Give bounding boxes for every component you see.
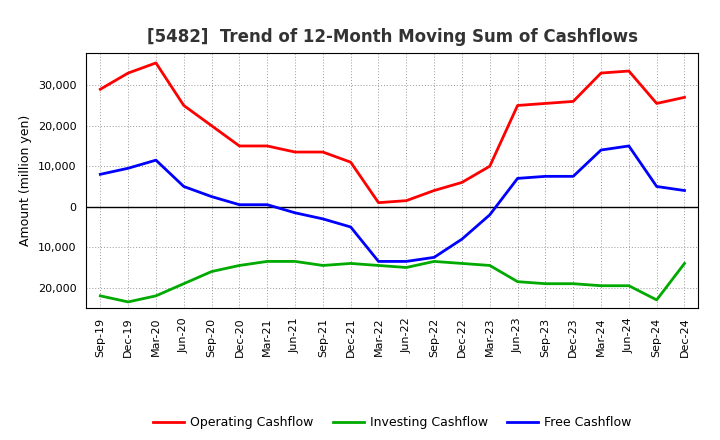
Free Cashflow [291, 210, 300, 216]
Free Cashflow [569, 174, 577, 179]
Investing Cashflow [152, 293, 161, 298]
Investing Cashflow [179, 281, 188, 286]
Free Cashflow [513, 176, 522, 181]
Operating Cashflow [680, 95, 689, 100]
Operating Cashflow [513, 103, 522, 108]
Operating Cashflow [485, 164, 494, 169]
Free Cashflow [541, 174, 550, 179]
Operating Cashflow [318, 150, 327, 155]
Free Cashflow [402, 259, 410, 264]
Line: Operating Cashflow: Operating Cashflow [100, 63, 685, 203]
Operating Cashflow [374, 200, 383, 205]
Free Cashflow [374, 259, 383, 264]
Free Cashflow [652, 184, 661, 189]
Operating Cashflow [235, 143, 243, 149]
Operating Cashflow [124, 70, 132, 76]
Operating Cashflow [541, 101, 550, 106]
Free Cashflow [597, 147, 606, 153]
Legend: Operating Cashflow, Investing Cashflow, Free Cashflow: Operating Cashflow, Investing Cashflow, … [148, 411, 636, 434]
Investing Cashflow [207, 269, 216, 274]
Title: [5482]  Trend of 12-Month Moving Sum of Cashflows: [5482] Trend of 12-Month Moving Sum of C… [147, 28, 638, 46]
Free Cashflow [346, 224, 355, 230]
Line: Free Cashflow: Free Cashflow [100, 146, 685, 261]
Investing Cashflow [680, 261, 689, 266]
Investing Cashflow [458, 261, 467, 266]
Investing Cashflow [96, 293, 104, 298]
Investing Cashflow [318, 263, 327, 268]
Operating Cashflow [624, 68, 633, 73]
Free Cashflow [152, 158, 161, 163]
Free Cashflow [263, 202, 271, 207]
Operating Cashflow [207, 123, 216, 128]
Operating Cashflow [263, 143, 271, 149]
Investing Cashflow [346, 261, 355, 266]
Operating Cashflow [96, 87, 104, 92]
Operating Cashflow [430, 188, 438, 193]
Operating Cashflow [402, 198, 410, 203]
Investing Cashflow [624, 283, 633, 288]
Free Cashflow [235, 202, 243, 207]
Operating Cashflow [346, 160, 355, 165]
Investing Cashflow [652, 297, 661, 303]
Operating Cashflow [652, 101, 661, 106]
Investing Cashflow [430, 259, 438, 264]
Investing Cashflow [485, 263, 494, 268]
Operating Cashflow [458, 180, 467, 185]
Free Cashflow [485, 212, 494, 217]
Free Cashflow [207, 194, 216, 199]
Investing Cashflow [235, 263, 243, 268]
Operating Cashflow [291, 150, 300, 155]
Operating Cashflow [152, 60, 161, 66]
Free Cashflow [624, 143, 633, 149]
Investing Cashflow [263, 259, 271, 264]
Operating Cashflow [179, 103, 188, 108]
Investing Cashflow [291, 259, 300, 264]
Operating Cashflow [597, 70, 606, 76]
Investing Cashflow [513, 279, 522, 284]
Free Cashflow [96, 172, 104, 177]
Investing Cashflow [124, 299, 132, 304]
Free Cashflow [318, 216, 327, 221]
Line: Investing Cashflow: Investing Cashflow [100, 261, 685, 302]
Free Cashflow [124, 165, 132, 171]
Free Cashflow [179, 184, 188, 189]
Investing Cashflow [541, 281, 550, 286]
Investing Cashflow [569, 281, 577, 286]
Investing Cashflow [374, 263, 383, 268]
Investing Cashflow [597, 283, 606, 288]
Free Cashflow [430, 255, 438, 260]
Operating Cashflow [569, 99, 577, 104]
Investing Cashflow [402, 265, 410, 270]
Y-axis label: Amount (million yen): Amount (million yen) [19, 115, 32, 246]
Free Cashflow [458, 236, 467, 242]
Free Cashflow [680, 188, 689, 193]
